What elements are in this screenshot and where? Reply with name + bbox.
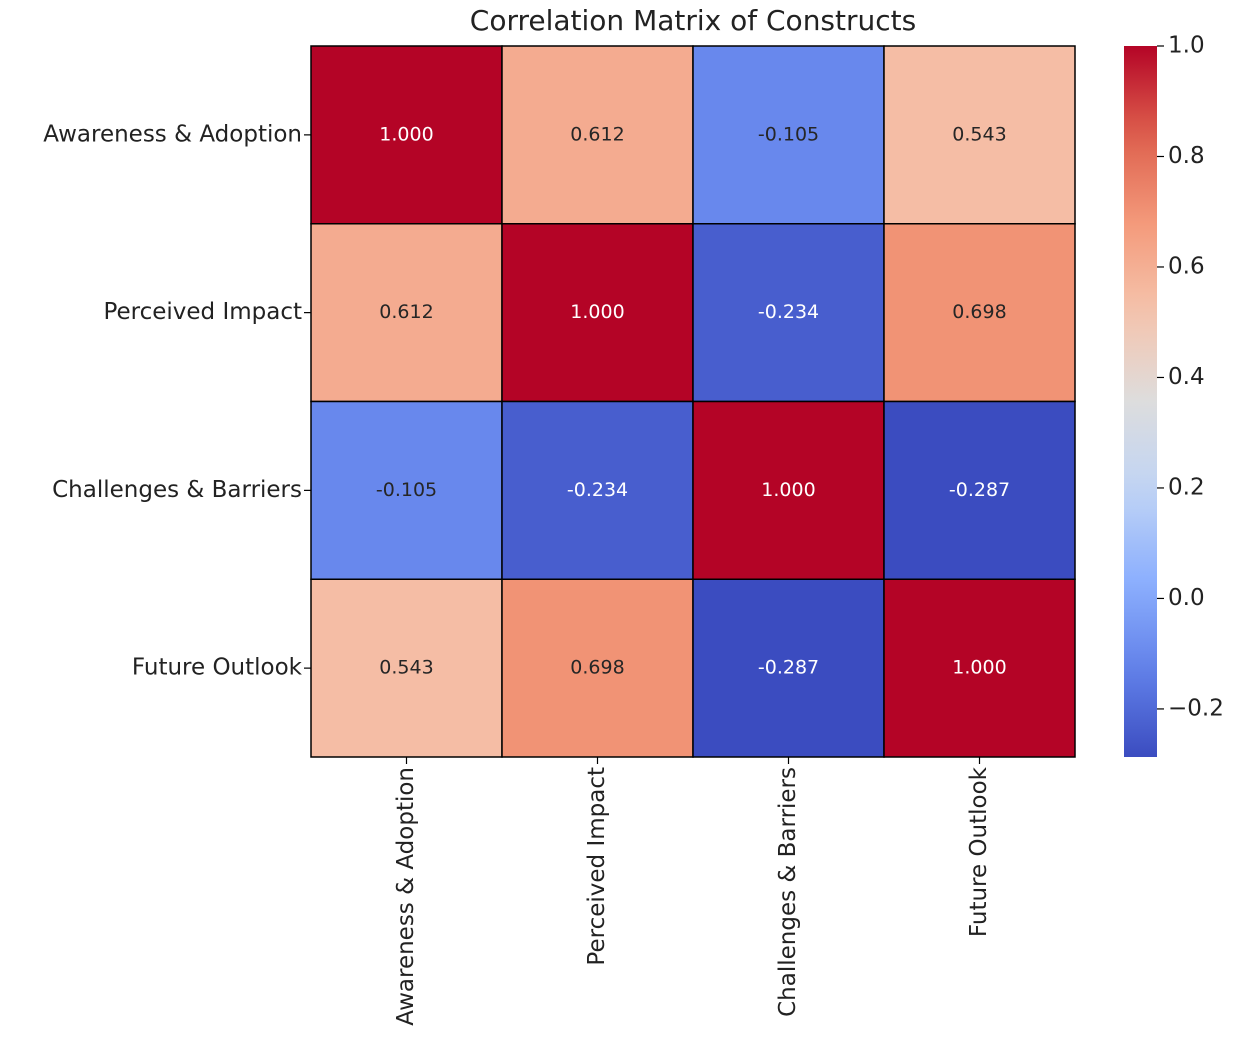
- x-tick-label: Future Outlook: [966, 766, 992, 937]
- y-tick-label: Future Outlook: [132, 655, 303, 681]
- heatmap-cell: [310, 45, 503, 225]
- cell-label: -0.234: [567, 479, 628, 501]
- cell-label: 1.000: [379, 123, 433, 145]
- colorbar-tick-label: 0.2: [1168, 474, 1205, 500]
- colorbar-tick-label: −0.2: [1168, 695, 1224, 721]
- cell-label: -0.234: [758, 301, 819, 323]
- cell-label: -0.105: [758, 123, 819, 145]
- cell-label: 0.543: [952, 123, 1006, 145]
- heatmap-cell: [883, 578, 1076, 758]
- heatmap-cell: [501, 578, 694, 758]
- heatmap-cell: [883, 400, 1076, 580]
- heatmap-cell: [692, 578, 885, 758]
- x-tick-label: Perceived Impact: [584, 767, 610, 966]
- x-tick-label: Challenges & Barriers: [775, 767, 801, 1017]
- cell-label: -0.105: [376, 479, 437, 501]
- colorbar-tick-label: 0.6: [1168, 253, 1205, 279]
- chart-title: Correlation Matrix of Constructs: [470, 4, 916, 37]
- cell-label: 0.612: [570, 123, 624, 145]
- cell-label: 0.698: [570, 657, 624, 679]
- heatmap-cell: [501, 45, 694, 225]
- cell-label: 0.543: [379, 657, 433, 679]
- colorbar-tick-label: 0.8: [1168, 143, 1205, 169]
- heatmap-cell: [692, 45, 885, 225]
- x-tick-label: Awareness & Adoption: [393, 767, 419, 1026]
- heatmap-cell: [310, 578, 503, 758]
- heatmap-cell: [310, 223, 503, 403]
- cell-label: 0.698: [952, 301, 1006, 323]
- cell-label: 1.000: [952, 657, 1006, 679]
- colorbar: [1124, 46, 1157, 757]
- cell-label: 1.000: [570, 301, 624, 323]
- colorbar-tick-label: 0.0: [1168, 585, 1205, 611]
- cell-label: -0.287: [758, 657, 819, 679]
- heatmap-cell: [501, 223, 694, 403]
- cell-label: 0.612: [379, 301, 433, 323]
- cell-label: 1.000: [761, 479, 815, 501]
- cell-label: -0.287: [949, 479, 1010, 501]
- y-tick-label: Perceived Impact: [103, 299, 302, 325]
- y-tick-label: Awareness & Adoption: [43, 121, 302, 147]
- y-tick-label: Challenges & Barriers: [52, 477, 302, 503]
- heatmap-cell: [501, 400, 694, 580]
- colorbar-tick-label: 1.0: [1168, 33, 1205, 59]
- heatmap-cell: [883, 45, 1076, 225]
- heatmap-cell: [883, 223, 1076, 403]
- colorbar-tick-label: 0.4: [1168, 364, 1205, 390]
